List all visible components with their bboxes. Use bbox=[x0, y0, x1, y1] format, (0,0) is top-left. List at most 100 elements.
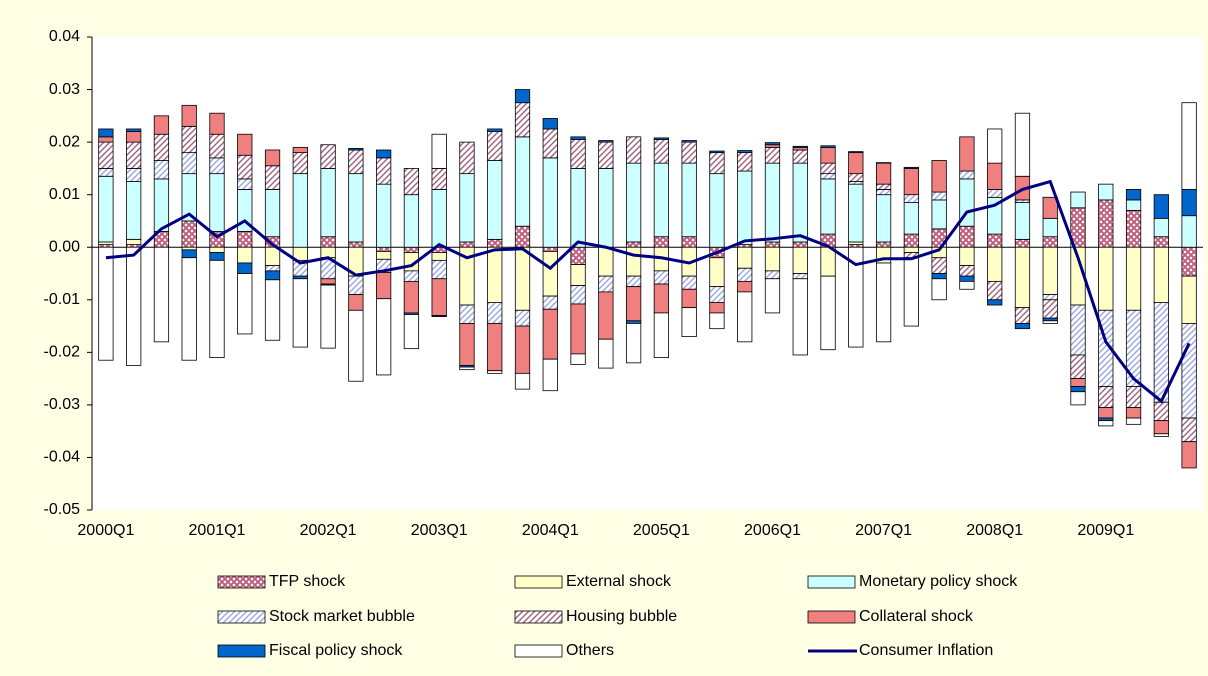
bar-segment bbox=[1153, 420, 1169, 435]
bar-segment bbox=[181, 152, 197, 175]
bar-segment bbox=[1098, 407, 1114, 419]
bar-segment bbox=[126, 167, 142, 182]
bar-segment bbox=[848, 151, 864, 154]
bar-segment bbox=[1014, 202, 1031, 240]
legend-swatch bbox=[217, 610, 266, 624]
bar-segment bbox=[1042, 246, 1058, 295]
bar-segment bbox=[153, 246, 170, 343]
bar-segment bbox=[764, 246, 781, 272]
bar-segment bbox=[264, 265, 281, 272]
bar-segment bbox=[709, 150, 725, 154]
bar-segment bbox=[431, 133, 447, 169]
bar-segment bbox=[348, 149, 364, 175]
bar-segment bbox=[653, 270, 670, 285]
bar-segment bbox=[598, 338, 614, 369]
legend-label: External shock bbox=[566, 573, 672, 590]
bar-segment bbox=[737, 246, 753, 269]
bar-segment bbox=[1042, 236, 1058, 248]
bar-segment bbox=[487, 323, 503, 372]
bar-segment bbox=[625, 275, 642, 288]
bar-segment bbox=[653, 312, 670, 358]
bar-segment bbox=[625, 241, 642, 248]
legend-label: Fiscal policy shock bbox=[269, 642, 403, 659]
bar-segment bbox=[875, 262, 892, 343]
bar-segment bbox=[570, 167, 586, 248]
bar-segment bbox=[848, 183, 864, 243]
legend-label: Collateral shock bbox=[859, 608, 974, 625]
bar-segment bbox=[653, 236, 670, 248]
bar-segment bbox=[653, 283, 670, 314]
bar-segment bbox=[514, 325, 531, 374]
bar-segment bbox=[126, 238, 142, 245]
bar-segment bbox=[1070, 391, 1086, 406]
bar-segment bbox=[598, 275, 614, 293]
bar-segment bbox=[792, 149, 808, 164]
bar-segment bbox=[431, 315, 447, 317]
bar-segment bbox=[320, 236, 336, 248]
bar-segment bbox=[653, 139, 670, 164]
bar-segment bbox=[431, 189, 447, 248]
bar-segment bbox=[1070, 304, 1086, 356]
bar-segment bbox=[126, 128, 142, 133]
bar-segment bbox=[903, 194, 919, 203]
bar-segment bbox=[987, 280, 1003, 301]
bar-segment bbox=[1181, 275, 1197, 324]
legend-swatch bbox=[217, 644, 266, 658]
bar-segment bbox=[181, 125, 197, 154]
bar-segment bbox=[1014, 246, 1031, 309]
bar-segment bbox=[487, 246, 503, 303]
bar-segment bbox=[320, 144, 336, 169]
bar-segment bbox=[431, 259, 447, 280]
bar-segment bbox=[264, 189, 281, 238]
x-tick-label: 2002Q1 bbox=[300, 522, 357, 539]
bar-segment bbox=[487, 238, 503, 248]
x-tick-label: 2003Q1 bbox=[411, 522, 468, 539]
bar-segment bbox=[1098, 386, 1114, 408]
bar-segment bbox=[903, 166, 919, 169]
line-series bbox=[105, 179, 1191, 404]
y-tick-label: -0.05 bbox=[44, 501, 81, 518]
legend-swatch bbox=[217, 575, 266, 589]
bar-segment bbox=[98, 141, 114, 169]
bar-segment bbox=[792, 246, 808, 274]
bar-segment bbox=[542, 308, 558, 360]
bar-segment bbox=[959, 170, 975, 180]
bar-segment bbox=[1125, 417, 1142, 425]
bar-segment bbox=[792, 241, 808, 248]
bar-segment bbox=[931, 160, 947, 193]
bar-segment bbox=[709, 173, 725, 248]
bar-segment bbox=[820, 162, 836, 175]
bar-segment bbox=[348, 173, 364, 243]
bar-segment bbox=[487, 370, 503, 374]
bar-segment bbox=[264, 165, 281, 190]
bar-segment bbox=[459, 141, 475, 175]
bar-segment bbox=[764, 142, 781, 146]
bar-segment bbox=[1153, 236, 1169, 248]
bar-segment bbox=[931, 273, 947, 280]
bar-segment bbox=[98, 167, 114, 177]
bar-segment bbox=[1181, 189, 1197, 217]
bar-segment bbox=[487, 131, 503, 161]
bar-segment bbox=[181, 249, 197, 259]
bar-segment bbox=[987, 299, 1003, 306]
bar-segment bbox=[570, 353, 586, 365]
legend-swatch bbox=[807, 575, 856, 589]
y-tick-label: 0.02 bbox=[49, 133, 80, 150]
bar-segment bbox=[570, 303, 586, 355]
bar-segment bbox=[1125, 246, 1142, 311]
bar-segment bbox=[820, 178, 836, 235]
y-tick-label: -0.03 bbox=[44, 396, 81, 413]
bar-segment bbox=[237, 178, 253, 190]
bar-segment bbox=[1181, 441, 1197, 469]
x-tick-label: 2005Q1 bbox=[633, 522, 690, 539]
bar-segment bbox=[514, 102, 531, 138]
bar-segment bbox=[681, 162, 697, 238]
bar-segment bbox=[987, 233, 1003, 248]
bar-segment bbox=[542, 246, 558, 252]
bar-segment bbox=[237, 246, 253, 264]
bar-segment bbox=[598, 246, 614, 277]
legend-label: Monetary policy shock bbox=[859, 573, 1018, 590]
bar-segment bbox=[764, 162, 781, 243]
bar-segment bbox=[209, 173, 225, 232]
